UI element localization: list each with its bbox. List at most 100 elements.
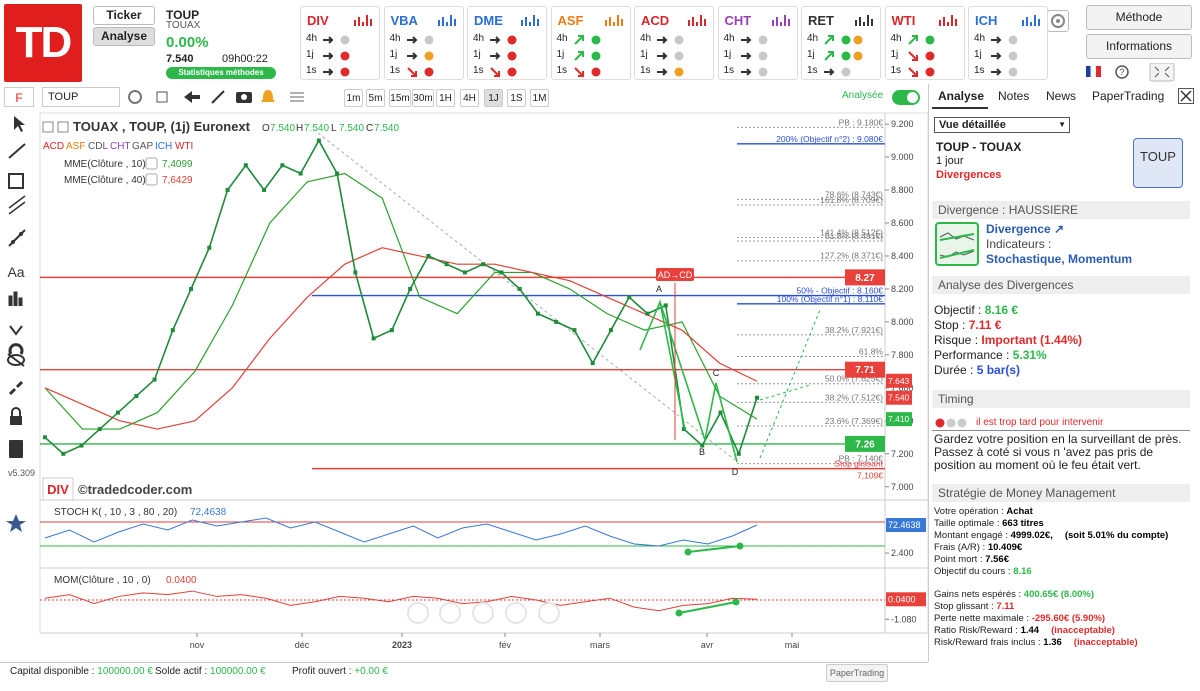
timing-lights [935,418,967,428]
mm-row: Perte nette maximale : -295.60€ (5.90%) [934,613,1105,624]
panel-tab[interactable]: News [1046,89,1077,103]
timeframe-button[interactable]: 1H [436,89,455,107]
method-button[interactable]: Méthode [1086,5,1192,30]
mm-row: Objectif du cours : 8.16 [934,566,1032,577]
status [406,35,433,45]
time: 09h00:22 [222,53,268,65]
ticker-button[interactable]: Ticker [93,6,155,25]
footer [0,662,928,691]
pane-badge [886,518,926,533]
level-label: 61.8% (8.491€) [825,231,883,241]
status-dot [925,35,934,45]
timeframe-label: 4h [556,33,568,44]
close-mark [207,245,212,250]
level-label: 200% (Objectif n°2) : 9.080€ [776,134,883,144]
status [740,67,767,77]
x-tick-label: mars [590,640,610,650]
divergence-label: Divergence ↗ [986,222,1065,236]
mm-value: 8.16 [1013,565,1032,577]
info-button[interactable]: Informations [1086,34,1192,59]
price: 7.540 [166,53,194,65]
ohlc-value: 7.540 [304,123,329,134]
indicator-icon [521,15,539,26]
status [657,67,684,77]
close-mark [755,395,759,400]
status-dot [591,67,600,77]
timeframe-button[interactable]: 30m [412,89,434,107]
timeframe-label: 1j [389,49,398,60]
timeframe-button[interactable]: 1J [484,89,503,107]
key-level-label: 7.71 [855,365,875,376]
timeframe-label: 1j [723,49,732,60]
level-label: 141.4% (8.512€) [820,227,883,237]
indicator-name: VBA [390,13,418,28]
analyse-button[interactable]: Analyse [93,27,155,46]
timeframe-label: 1j [807,49,815,60]
logo[interactable]: TD [4,4,82,82]
timeframe-label: 1j [890,49,899,60]
y-tick-label: 7.000 [891,482,914,492]
mm-row: Ratio Risk/Reward : 1.44 (inacceptable) [934,625,1115,636]
close-mark [43,435,47,440]
mm-label: Montant engagé : [934,529,1011,541]
close-button[interactable] [1178,88,1194,104]
study-tag: ASF [66,141,85,152]
timeframe-button[interactable]: 5m [366,89,385,107]
status-dot [591,35,600,45]
panel-tab[interactable]: Notes [998,89,1030,103]
menu-button[interactable]: F [4,87,34,107]
ma-name: MME(Clôture , 10) [64,159,146,170]
status [907,67,934,77]
chart-area: 9.200 9.000 8.800 8.600 8.400 8.200 8.000 7.800… [39,112,928,650]
indicator-panel: ACD 4h 1j 1s [634,6,714,80]
mm-value: Achat [1006,506,1033,517]
divider [932,430,1190,431]
settings-button[interactable] [1047,10,1069,32]
pane-value: 0.0400 [166,575,197,586]
pattern-point: A [656,284,662,294]
key-level-box [845,361,885,378]
indicator-icon [938,15,957,26]
level-label: 38.2% (7.512€) [825,392,883,402]
symbol-input[interactable]: TOUP [42,87,120,107]
footer-item: Capital disponible : 100000.00 € [10,666,153,677]
toggle[interactable] [892,90,920,105]
papertrading-button[interactable]: PaperTrading [826,664,888,682]
panel-tab[interactable]: Analyse [938,89,985,103]
trend-arrow [323,36,334,44]
timeframe-label: 4h [473,33,485,44]
close-mark [262,188,267,193]
timeframe-button[interactable]: 4H [460,89,479,107]
timeframe-label: 1j [473,49,481,60]
status [991,67,1018,77]
toolbar-icons [128,90,304,104]
close-mark [572,328,577,333]
trend-arrow [490,36,501,44]
study-tag: ACD [43,141,64,152]
status [323,67,350,77]
trend-arrow [824,35,834,45]
timeframe-button[interactable]: 1M [530,89,549,107]
timeframe-button[interactable]: 15m [389,89,411,107]
close-mark [170,328,175,333]
projection [759,309,821,459]
x-tick-label: fév [499,640,512,650]
status-dot [841,51,851,61]
panel-tab[interactable]: PaperTrading [1092,89,1165,103]
stoch-line [44,517,758,547]
timeframe-button[interactable]: 1S [507,89,526,107]
timeframe-label: 1s [974,65,985,76]
view-select-text: Vue détaillée [939,119,1006,131]
view-select[interactable]: Vue détaillée ▼ [934,117,1070,133]
price-badge-label: 7.643 [888,376,910,386]
y-tick-label: 8.200 [891,284,914,294]
timeframe-button[interactable]: 1m [344,89,363,107]
timeframe-label: 4h [306,33,318,44]
toggle-knob [907,92,918,103]
stats-button[interactable]: Statistiques méthodes [166,67,276,79]
panel-title: TOUP - TOUAX [936,140,1022,154]
trend-arrow [323,52,334,60]
x-tick-label: nov [190,640,205,650]
settings-icon [145,173,158,186]
nav-control [472,602,494,624]
